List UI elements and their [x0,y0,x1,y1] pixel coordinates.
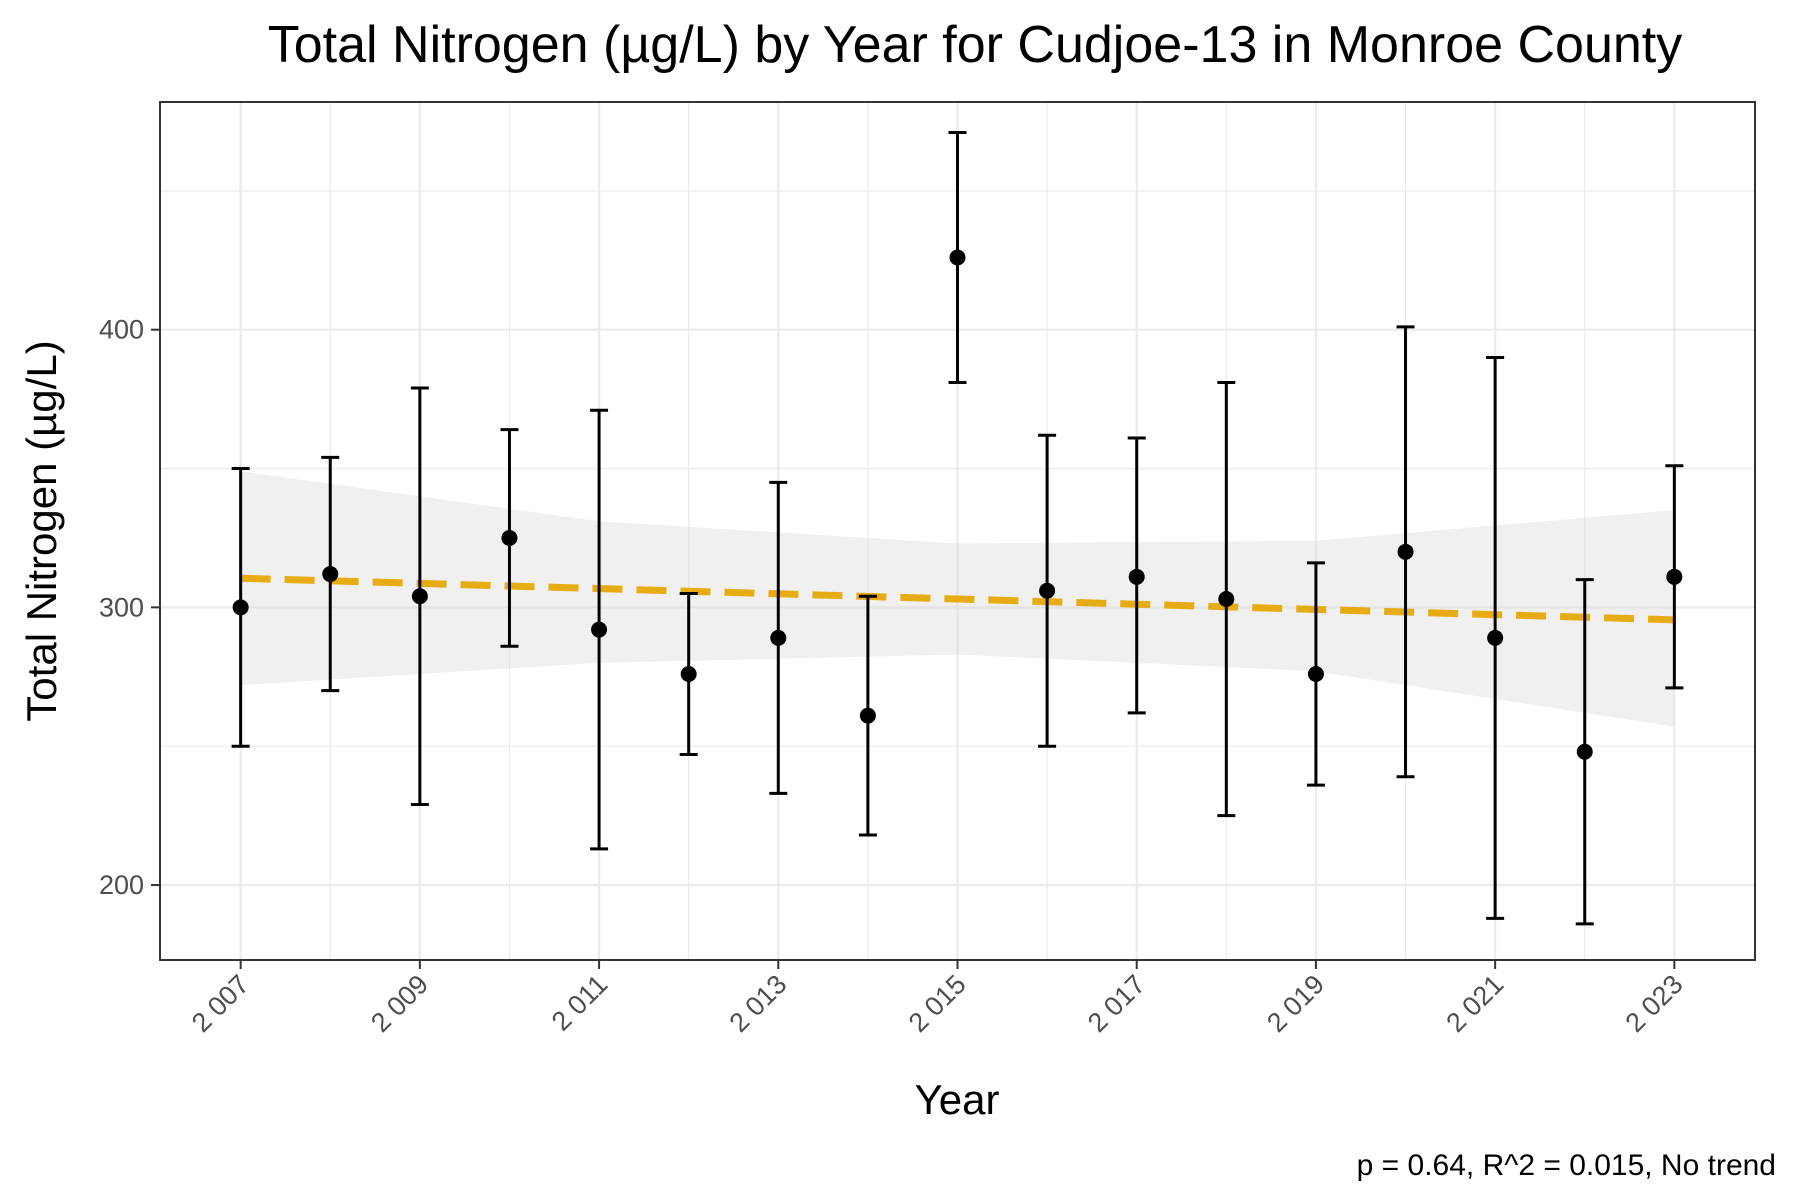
point-2009 [411,588,428,605]
x-tick-label-2009: 2 009 [365,969,434,1038]
trend-line [240,574,1675,624]
y-tick-label-300: 300 [99,592,144,622]
point-2011 [591,621,608,638]
point-2014 [859,707,876,724]
y-tick-label-400: 400 [99,315,144,345]
point-2023 [1666,568,1683,585]
point-2022 [1576,743,1593,760]
y-tick-label-200: 200 [99,870,144,900]
point-2017 [1128,568,1145,585]
x-tick-label-2015: 2 015 [903,969,972,1038]
x-tick-label-2007: 2 007 [186,969,255,1038]
y-axis-title: Total Nitrogen (µg/L) [18,340,65,721]
x-tick-label-2011: 2 011 [546,969,614,1037]
points-group [232,249,1683,760]
x-tick-label-2021: 2 021 [1440,969,1509,1038]
point-2020 [1397,543,1414,560]
trend-line-group [240,574,1675,624]
point-2021 [1487,629,1504,646]
point-2019 [1307,666,1324,682]
point-2010 [501,529,518,546]
x-tick-label-2023: 2 023 [1620,969,1689,1038]
x-axis-title: Year [915,1076,1000,1123]
x-tick-label-2013: 2 013 [724,969,793,1038]
point-2018 [1218,591,1235,608]
point-2007 [232,599,249,616]
chart-title: Total Nitrogen (µg/L) by Year for Cudjoe… [268,16,1683,74]
point-2008 [322,566,339,583]
point-2013 [770,629,787,646]
x-axis-ticks: 2 007 2 009 2 011 2 013 2 015 2 017 2 019 2 021… [186,960,1689,1038]
y-axis-ticks: 200 300 400 [99,315,160,900]
chart-caption: p = 0.64, R^2 = 0.015, No trend [1357,1149,1776,1182]
point-2016 [1039,582,1056,599]
point-2012 [680,666,697,682]
x-tick-label-2019: 2 019 [1261,969,1330,1038]
x-tick-label-2017: 2 017 [1082,969,1151,1038]
point-2015 [949,249,966,266]
